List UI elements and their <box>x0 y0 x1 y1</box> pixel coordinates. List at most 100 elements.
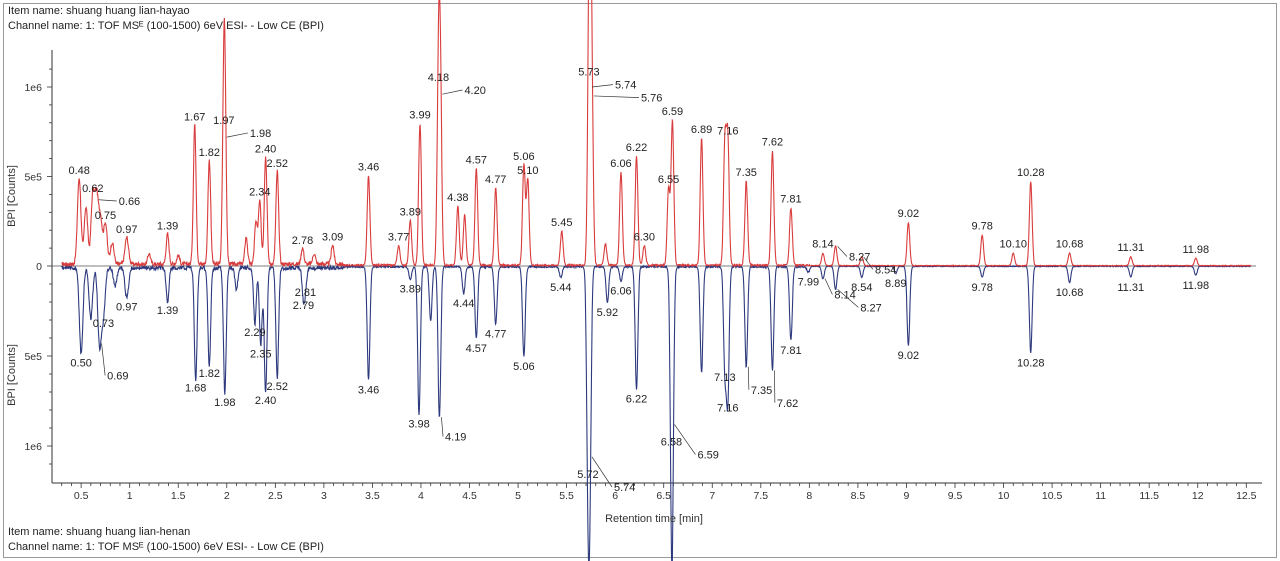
peak-label-bottom: 1.98 <box>214 397 235 409</box>
peak-label-top: 3.09 <box>322 231 343 243</box>
peak-leader-line <box>747 366 750 390</box>
peak-labels: 0.480.620.660.750.97 1.391.671.821.971.98… <box>68 67 1209 494</box>
x-tick-label: 11 <box>1095 490 1106 502</box>
x-tick-label: 5.5 <box>559 490 574 502</box>
peak-label-bottom: 8.54 <box>851 282 872 294</box>
peak-label-top: 6.06 <box>610 158 631 170</box>
peak-label-bottom: 0.50 <box>70 357 91 369</box>
x-tick-label: 9 <box>904 490 910 502</box>
peak-label-bottom: 1.82 <box>199 368 220 380</box>
x-tick-label: 8.5 <box>851 490 866 502</box>
peak-leader-line <box>98 199 117 202</box>
peak-label-bottom: 7.99 <box>798 276 819 288</box>
peak-label-top: 10.28 <box>1017 167 1045 179</box>
peak-label-bottom: 10.68 <box>1056 287 1084 299</box>
peak-label-bottom: 5.92 <box>597 307 618 319</box>
x-tick-label: 8 <box>806 490 812 502</box>
peak-label-bottom: 7.81 <box>780 345 801 357</box>
x-tick-label: 5 <box>515 490 521 502</box>
x-axis-label: Retention time [min] <box>605 513 703 525</box>
peak-label-top: 7.35 <box>736 167 757 179</box>
peak-label-bottom: 6.59 <box>697 450 718 462</box>
peak-label-bottom: 4.44 <box>453 298 474 310</box>
peak-label-bottom: 7.13 <box>714 372 735 384</box>
peak-label-top: 5.45 <box>551 217 572 229</box>
peak-label-bottom: 2.40 <box>255 395 276 407</box>
peak-label-top: 8.54 <box>875 264 896 276</box>
peak-label-top: 5.74 <box>615 80 636 92</box>
peak-label-top: 1.39 <box>157 221 178 233</box>
peak-label-bottom: 5.72 <box>577 469 598 481</box>
peak-label-top: 2.78 <box>292 235 313 247</box>
peak-leader-line <box>837 246 848 257</box>
peak-label-top: 4.77 <box>485 174 506 186</box>
x-tick-label: 12.5 <box>1236 490 1257 502</box>
peak-label-bottom: 4.19 <box>445 432 466 444</box>
peak-leader-line <box>101 343 106 376</box>
x-tick-label: 3 <box>321 490 327 502</box>
peak-leader-line <box>226 132 248 138</box>
peak-leader-line <box>863 256 874 270</box>
peak-label-top: 10.10 <box>999 238 1027 250</box>
peak-label-top: 3.77 <box>388 231 409 243</box>
x-tick-label: 0.5 <box>74 490 89 502</box>
peak-label-bottom: 2.52 <box>267 381 288 393</box>
peak-label-top: 3.89 <box>400 206 421 218</box>
x-tick-label: 6 <box>612 490 618 502</box>
peak-label-bottom: 8.14 <box>834 289 855 301</box>
peak-label-top: 0.75 <box>95 210 116 222</box>
peak-label-top: 1.97 <box>213 115 234 127</box>
peak-label-top: 5.06 <box>513 151 534 163</box>
peak-label-top: 0.66 <box>119 196 140 208</box>
peak-label-top: 10.68 <box>1056 238 1084 250</box>
y-tick-label-bottom: 5e5 <box>24 351 42 363</box>
peak-label-bottom: 11.31 <box>1117 282 1144 294</box>
peak-label-top: 11.31 <box>1117 242 1144 254</box>
peak-label-top: 2.34 <box>249 187 270 199</box>
x-tick-label: 4.5 <box>462 490 477 502</box>
peak-label-bottom: 2.81 <box>295 287 316 299</box>
peak-label-bottom: 6.58 <box>661 437 682 449</box>
series-line-hayao <box>61 0 1252 268</box>
peak-label-top: 0.97 <box>116 224 137 236</box>
peak-leader-line <box>837 289 859 308</box>
x-tick-label: 2.5 <box>268 490 283 502</box>
peak-label-top: 8.14 <box>812 238 833 250</box>
x-tick-label: 10 <box>998 490 1010 502</box>
peak-label-bottom: 5.74 <box>614 482 635 494</box>
peak-label-bottom: 4.77 <box>485 329 506 341</box>
peak-label-bottom: 11.98 <box>1182 280 1209 292</box>
peak-label-top: 1.82 <box>199 147 220 159</box>
peak-label-top: 5.73 <box>578 67 599 79</box>
peak-label-top: 3.99 <box>409 110 430 122</box>
peak-label-bottom: 7.16 <box>717 402 738 414</box>
x-tick-label: 6.5 <box>656 490 671 502</box>
peak-label-bottom: 9.02 <box>898 350 919 362</box>
peak-label-bottom: 8.27 <box>860 302 881 314</box>
peak-label-bottom: 7.35 <box>751 385 772 397</box>
peak-label-bottom: 0.97 <box>116 302 137 314</box>
peak-leader-line <box>674 424 696 455</box>
x-tick-label: 1.5 <box>171 490 186 502</box>
peak-label-bottom: 10.28 <box>1017 357 1045 369</box>
peak-label-top: 0.62 <box>82 183 103 195</box>
peak-label-bottom: 5.44 <box>550 282 571 294</box>
peak-label-bottom: 2.35 <box>250 348 271 360</box>
x-tick-label: 2 <box>224 490 230 502</box>
peak-label-bottom: 9.78 <box>971 282 992 294</box>
peak-label-bottom: 1.39 <box>157 305 178 317</box>
y-axis-label-top: BPI [Counts] <box>6 165 18 227</box>
peak-label-bottom: 1.68 <box>185 383 206 395</box>
chromatogram-window: Item name: shuang huang lian-hayao Chann… <box>3 3 1277 558</box>
peak-label-bottom: 6.22 <box>626 393 647 405</box>
peak-label-top: 9.02 <box>898 208 919 220</box>
peak-label-top: 5.76 <box>641 93 662 105</box>
peak-label-top: 11.98 <box>1182 244 1209 256</box>
peak-label-top: 1.67 <box>184 111 205 123</box>
peak-label-top: 0.48 <box>68 165 89 177</box>
peak-label-bottom: 0.73 <box>93 318 114 330</box>
peak-leader-line <box>591 456 613 488</box>
peak-label-top: 4.18 <box>428 72 449 84</box>
peak-label-top: 4.38 <box>447 192 468 204</box>
